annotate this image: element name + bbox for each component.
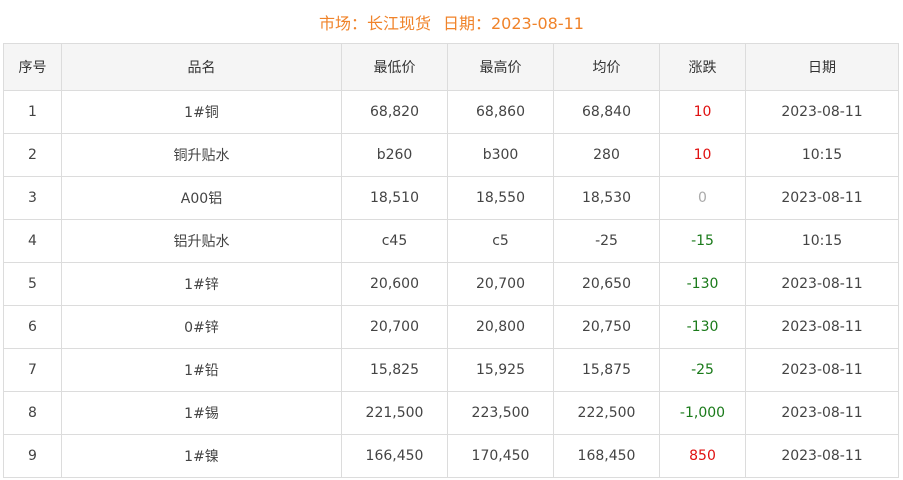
cell-change: -15: [659, 219, 746, 263]
cell-date: 2023-08-11: [745, 90, 899, 134]
cell-date: 2023-08-11: [745, 391, 899, 435]
cell-name: 铜升贴水: [61, 133, 342, 177]
table-row: 5 1#锌 20,600 20,700 20,650 -130 2023-08-11: [3, 262, 899, 306]
cell-index: 8: [3, 391, 62, 435]
cell-name: 1#锌: [61, 262, 342, 306]
cell-avg-price: 68,840: [553, 90, 660, 134]
cell-low-price: 15,825: [341, 348, 448, 392]
market-label: 市场：长江现货: [318, 14, 431, 33]
table-row: 8 1#锡 221,500 223,500 222,500 -1,000 2023-08-1…: [3, 391, 899, 435]
table-row: 4 铝升贴水 c45 c5 -25 -15 10:15: [3, 219, 899, 263]
cell-high-price: b300: [447, 133, 554, 177]
cell-index: 3: [3, 176, 62, 220]
cell-low-price: 20,700: [341, 305, 448, 349]
cell-index: 9: [3, 434, 62, 478]
table-row: 9 1#镍 166,450 170,450 168,450 850 2023-08-11: [3, 434, 899, 478]
cell-high-price: 15,925: [447, 348, 554, 392]
cell-low-price: 166,450: [341, 434, 448, 478]
cell-avg-price: 168,450: [553, 434, 660, 478]
cell-date: 2023-08-11: [745, 262, 899, 306]
cell-high-price: 18,550: [447, 176, 554, 220]
page-title: 市场：长江现货 日期：2023-08-11: [0, 10, 903, 34]
cell-name: 1#镍: [61, 434, 342, 478]
cell-low-price: 221,500: [341, 391, 448, 435]
cell-change: -130: [659, 262, 746, 306]
cell-index: 6: [3, 305, 62, 349]
cell-high-price: 68,860: [447, 90, 554, 134]
table-row: 2 铜升贴水 b260 b300 280 10 10:15: [3, 133, 899, 177]
cell-date: 2023-08-11: [745, 434, 899, 478]
header-date: 日期: [745, 43, 899, 91]
cell-low-price: 68,820: [341, 90, 448, 134]
cell-name: 1#锡: [61, 391, 342, 435]
cell-avg-price: 20,650: [553, 262, 660, 306]
cell-high-price: 20,800: [447, 305, 554, 349]
cell-change: -25: [659, 348, 746, 392]
cell-change: 850: [659, 434, 746, 478]
cell-avg-price: 15,875: [553, 348, 660, 392]
cell-avg-price: 222,500: [553, 391, 660, 435]
header-low-price: 最低价: [341, 43, 448, 91]
table-row: 7 1#铅 15,825 15,925 15,875 -25 2023-08-11: [3, 348, 899, 392]
cell-name: A00铝: [61, 176, 342, 220]
price-table: 序号 品名 最低价 最高价 均价 涨跌 日期 1 1#铜 68,820 68,860 68,840 1…: [3, 43, 899, 478]
cell-date: 10:15: [745, 219, 899, 263]
cell-avg-price: 280: [553, 133, 660, 177]
cell-name: 0#锌: [61, 305, 342, 349]
header-avg-price: 均价: [553, 43, 660, 91]
cell-index: 1: [3, 90, 62, 134]
cell-change: 10: [659, 90, 746, 134]
header-name: 品名: [61, 43, 342, 91]
cell-high-price: 20,700: [447, 262, 554, 306]
cell-index: 5: [3, 262, 62, 306]
table-row: 3 A00铝 18,510 18,550 18,530 0 2023-08-11: [3, 176, 899, 220]
cell-high-price: 170,450: [447, 434, 554, 478]
cell-name: 1#铅: [61, 348, 342, 392]
cell-change: 0: [659, 176, 746, 220]
cell-name: 1#铜: [61, 90, 342, 134]
cell-date: 2023-08-11: [745, 348, 899, 392]
header-high-price: 最高价: [447, 43, 554, 91]
table-row: 1 1#铜 68,820 68,860 68,840 10 2023-08-11: [3, 90, 899, 134]
header-change: 涨跌: [659, 43, 746, 91]
cell-avg-price: 18,530: [553, 176, 660, 220]
cell-low-price: b260: [341, 133, 448, 177]
cell-change: -130: [659, 305, 746, 349]
table-row: 6 0#锌 20,700 20,800 20,750 -130 2023-08-11: [3, 305, 899, 349]
cell-avg-price: 20,750: [553, 305, 660, 349]
cell-low-price: 20,600: [341, 262, 448, 306]
header-index: 序号: [3, 43, 62, 91]
cell-date: 10:15: [745, 133, 899, 177]
cell-low-price: 18,510: [341, 176, 448, 220]
cell-index: 4: [3, 219, 62, 263]
cell-change: -1,000: [659, 391, 746, 435]
date-label: 日期：2023-08-11: [443, 14, 584, 33]
cell-date: 2023-08-11: [745, 176, 899, 220]
cell-high-price: 223,500: [447, 391, 554, 435]
cell-date: 2023-08-11: [745, 305, 899, 349]
cell-avg-price: -25: [553, 219, 660, 263]
cell-index: 7: [3, 348, 62, 392]
cell-index: 2: [3, 133, 62, 177]
cell-name: 铝升贴水: [61, 219, 342, 263]
header-row: 序号 品名 最低价 最高价 均价 涨跌 日期: [3, 43, 899, 91]
cell-low-price: c45: [341, 219, 448, 263]
cell-high-price: c5: [447, 219, 554, 263]
cell-change: 10: [659, 133, 746, 177]
